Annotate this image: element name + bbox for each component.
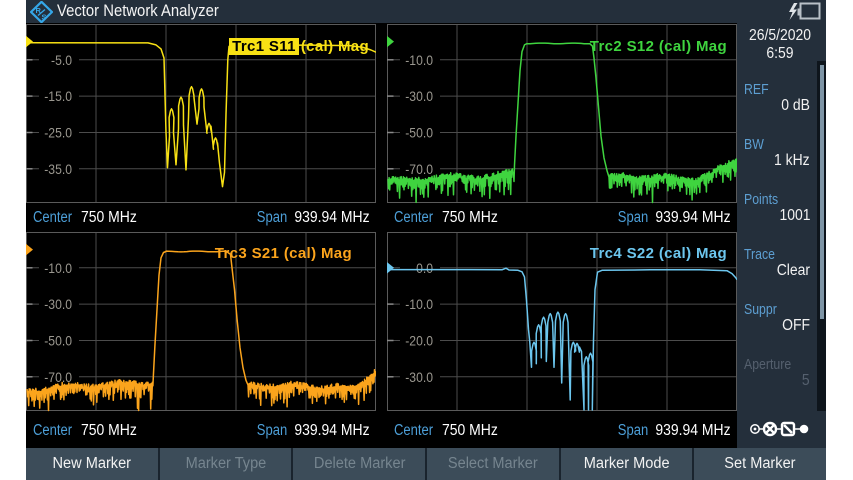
svg-text:-30.0: -30.0 bbox=[44, 296, 72, 312]
svg-text:-10.0: -10.0 bbox=[44, 259, 72, 275]
svg-text:-70.0: -70.0 bbox=[44, 368, 72, 384]
svg-text:0.0: 0.0 bbox=[416, 259, 433, 275]
svg-text:-70.0: -70.0 bbox=[405, 160, 433, 176]
svg-text:-20.0: -20.0 bbox=[405, 332, 433, 348]
svg-text:-10.0: -10.0 bbox=[405, 51, 433, 67]
svg-text:-50.0: -50.0 bbox=[405, 124, 433, 140]
svg-text:-25.0: -25.0 bbox=[44, 124, 72, 140]
svg-text:-15.0: -15.0 bbox=[44, 88, 72, 104]
svg-text:S: S bbox=[42, 13, 47, 22]
svg-text:-30.0: -30.0 bbox=[405, 88, 433, 104]
svg-text:-35.0: -35.0 bbox=[44, 160, 72, 176]
svg-text:-50.0: -50.0 bbox=[44, 332, 72, 348]
svg-text:-10.0: -10.0 bbox=[405, 296, 433, 312]
svg-text:R: R bbox=[36, 6, 42, 15]
svg-text:-5.0: -5.0 bbox=[51, 51, 72, 67]
svg-text:-30.0: -30.0 bbox=[405, 368, 433, 384]
